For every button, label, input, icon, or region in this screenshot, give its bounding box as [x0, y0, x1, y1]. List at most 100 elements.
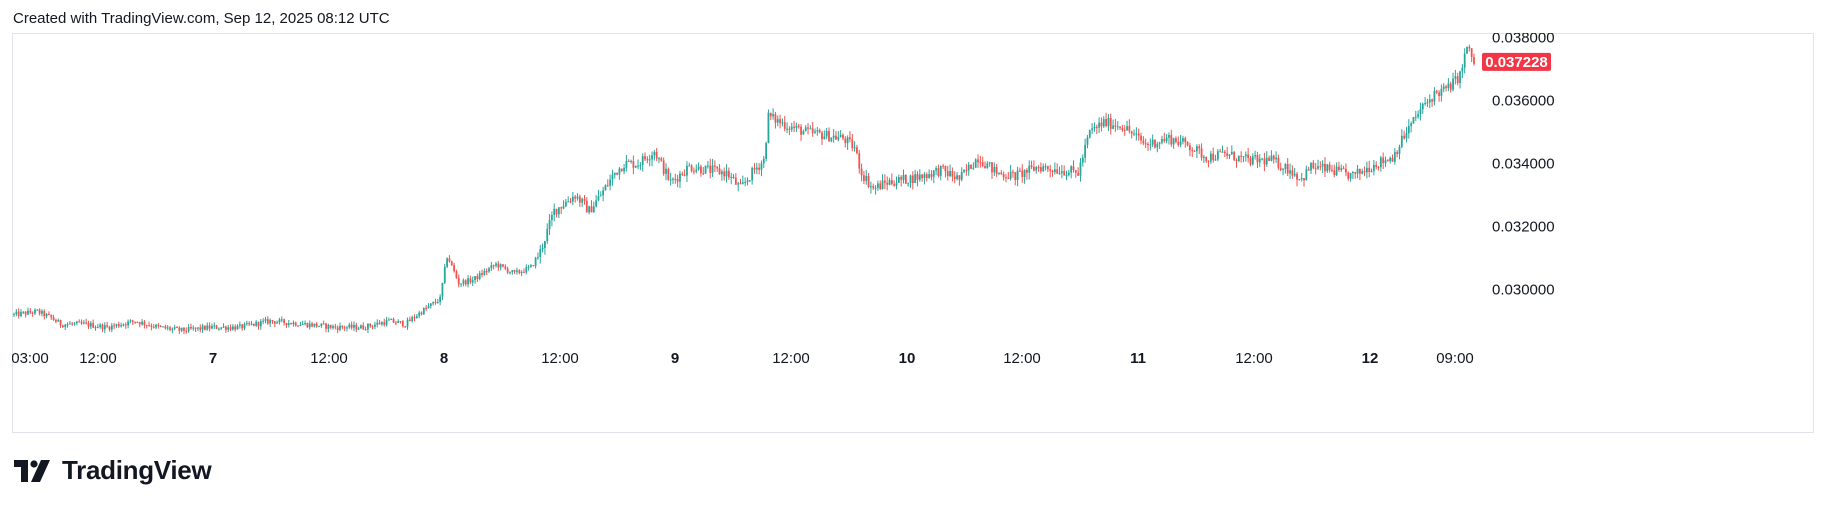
candle — [1377, 165, 1380, 171]
candle — [555, 208, 558, 218]
candle — [925, 172, 928, 182]
candle — [301, 320, 304, 326]
candle — [518, 269, 521, 275]
candle — [41, 309, 43, 317]
candlestick-chart[interactable]: 0.038000 0.036000 0.034000 0.032000 0.030000… — [12, 33, 1814, 433]
candle — [1030, 160, 1033, 170]
candle — [1205, 156, 1208, 163]
candle — [1424, 97, 1427, 106]
candle — [353, 321, 355, 332]
candle — [1303, 178, 1305, 187]
candle — [1321, 160, 1324, 173]
candle — [839, 130, 842, 138]
candle — [376, 319, 379, 328]
candle — [448, 255, 451, 263]
candle — [832, 129, 835, 143]
candle — [949, 164, 951, 178]
candle — [176, 326, 178, 329]
candle — [1461, 64, 1464, 79]
candle — [78, 319, 81, 323]
candle — [758, 163, 761, 175]
candle — [1172, 137, 1175, 149]
candle — [509, 271, 511, 275]
candle — [564, 199, 567, 208]
candle — [842, 133, 844, 141]
candle — [956, 171, 958, 181]
candle — [497, 261, 500, 271]
price-axis: 0.038000 0.036000 0.034000 0.032000 0.030000 — [1492, 33, 1555, 299]
candle — [1189, 142, 1191, 157]
candle — [360, 324, 362, 329]
candle — [1151, 134, 1154, 148]
candle — [1198, 144, 1201, 155]
candle — [315, 322, 318, 328]
candle — [1163, 132, 1166, 143]
candle — [571, 191, 574, 206]
candle — [1317, 159, 1319, 170]
candle — [399, 321, 402, 324]
candle — [450, 260, 453, 267]
candle — [1049, 164, 1052, 178]
candle — [1414, 110, 1417, 122]
candle — [667, 167, 670, 181]
candle — [243, 322, 246, 331]
candle — [492, 264, 495, 270]
time-tick-label: 12:00 — [1003, 350, 1041, 367]
candle — [122, 323, 125, 327]
candle — [280, 316, 283, 323]
candle — [935, 165, 938, 175]
candle — [751, 166, 754, 185]
candle — [71, 321, 74, 326]
candle — [138, 321, 141, 328]
candle — [332, 324, 334, 330]
candle — [1442, 83, 1445, 93]
candle — [544, 240, 546, 255]
candle — [1349, 172, 1352, 182]
candle — [204, 325, 206, 331]
candle — [1005, 173, 1007, 183]
candle — [1084, 138, 1087, 163]
candle — [248, 321, 251, 327]
candle — [1000, 170, 1003, 175]
candle — [809, 125, 812, 130]
candle — [1056, 163, 1059, 175]
candle — [1328, 161, 1331, 173]
candle — [1359, 168, 1361, 181]
candle — [1454, 69, 1457, 85]
candle — [1352, 171, 1354, 180]
candle — [532, 264, 535, 267]
candle — [411, 315, 414, 323]
candle — [141, 319, 143, 326]
candle — [1449, 81, 1452, 93]
candle — [52, 314, 55, 321]
candle — [1074, 170, 1077, 178]
candle — [327, 323, 330, 333]
candle — [1095, 124, 1098, 135]
candle — [94, 325, 97, 331]
candle — [434, 298, 437, 305]
candle — [1372, 159, 1375, 176]
candle — [362, 322, 365, 330]
candle — [644, 152, 646, 162]
candle — [909, 174, 912, 188]
candle — [1037, 165, 1040, 172]
candle — [872, 183, 875, 190]
candle — [814, 128, 816, 134]
candle — [604, 184, 607, 191]
candle — [772, 108, 775, 120]
candle — [1126, 120, 1128, 131]
candle — [725, 164, 728, 183]
candle — [13, 312, 15, 318]
candle — [169, 325, 171, 332]
candle — [1133, 129, 1135, 137]
candle — [495, 261, 497, 268]
candle — [1331, 164, 1333, 173]
candle — [1039, 162, 1042, 174]
tradingview-brand[interactable]: TradingView — [14, 455, 212, 486]
candle — [1275, 151, 1277, 163]
candle — [802, 129, 805, 135]
candle — [732, 174, 735, 179]
candle — [471, 276, 474, 286]
candle — [369, 323, 372, 328]
candle — [278, 317, 281, 325]
